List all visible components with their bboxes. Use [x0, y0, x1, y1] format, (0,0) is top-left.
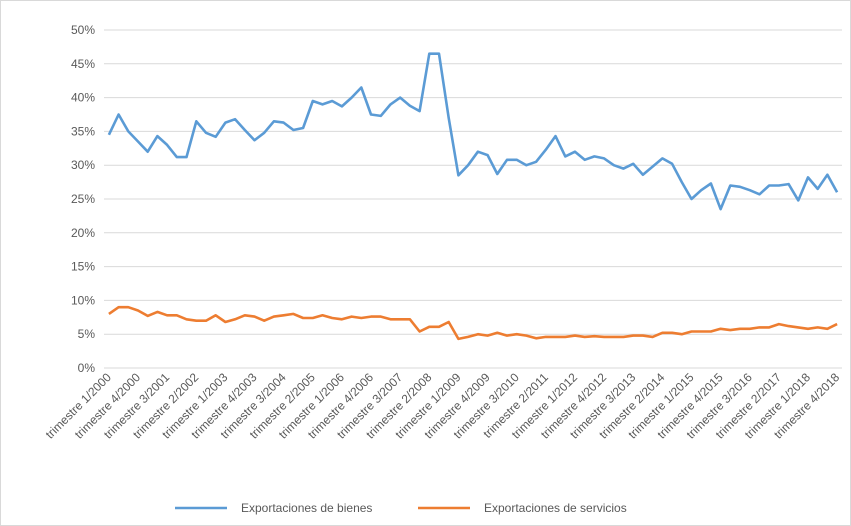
y-tick-label: 0% [78, 361, 96, 375]
series-line [107, 52, 839, 211]
legend-label: Exportaciones de bienes [241, 501, 372, 515]
y-tick-label: 50% [71, 23, 95, 37]
y-tick-label: 5% [78, 327, 96, 341]
y-tick-label: 30% [71, 158, 95, 172]
y-tick-label: 20% [71, 226, 95, 240]
y-tick-label: 25% [71, 192, 95, 206]
y-tick-label: 15% [71, 260, 95, 274]
y-tick-label: 45% [71, 57, 95, 71]
y-tick-label: 40% [71, 91, 95, 105]
series-line [108, 305, 838, 341]
y-tick-label: 10% [71, 293, 95, 307]
legend-label: Exportaciones de servicios [484, 501, 627, 515]
y-tick-label: 35% [71, 124, 95, 138]
